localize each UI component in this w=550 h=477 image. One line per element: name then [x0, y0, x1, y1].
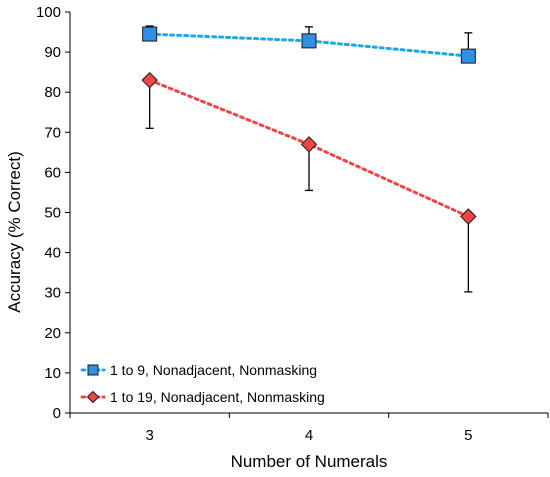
x-axis-label: Number of Numerals	[231, 452, 388, 471]
x-tick-label: 4	[305, 427, 313, 444]
square-marker	[460, 48, 476, 64]
legend-item-2: 1 to 19, Nonadjacent, Nonmasking	[80, 389, 325, 405]
x-tick-label: 5	[464, 427, 472, 444]
series-group	[141, 25, 477, 293]
diamond-marker	[300, 136, 318, 153]
legend-item-1: 1 to 9, Nonadjacent, Nonmasking	[80, 362, 317, 378]
diamond-marker	[141, 71, 158, 89]
y-tick-label: 80	[44, 84, 61, 101]
series-2	[141, 71, 477, 293]
square-marker	[142, 26, 158, 42]
y-tick-label: 90	[44, 44, 61, 61]
y-tick-label: 20	[44, 325, 61, 342]
y-axis-label: Accuracy (% Correct)	[5, 151, 24, 313]
y-tick-label: 60	[44, 164, 61, 181]
y-tick-label: 30	[44, 285, 61, 302]
y-tick-label: 10	[44, 365, 61, 382]
legend: 1 to 9, Nonadjacent, Nonmasking 1 to 19, …	[80, 362, 325, 405]
legend-label: 1 to 19, Nonadjacent, Nonmasking	[110, 389, 325, 405]
legend-diamond-marker	[86, 390, 100, 404]
y-tick-label: 70	[44, 124, 61, 141]
y-tick-label: 100	[36, 4, 61, 21]
legend-label: 1 to 9, Nonadjacent, Nonmasking	[110, 362, 317, 378]
diamond-marker	[460, 208, 477, 225]
x-tick-label: 3	[145, 427, 153, 444]
y-tick-label: 40	[44, 245, 61, 262]
series-1	[142, 25, 476, 64]
y-tick-label: 0	[53, 405, 61, 422]
series-line	[148, 32, 470, 58]
square-marker	[301, 33, 317, 49]
legend-square-marker	[87, 364, 99, 376]
axes: 0 10 20 30 40 50 60 70 80 90 100 3 4 5	[36, 4, 549, 444]
y-tick-label: 50	[44, 205, 61, 222]
